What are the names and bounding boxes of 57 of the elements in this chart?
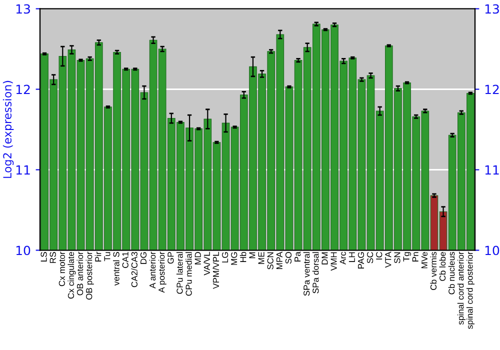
y2-tick-label: 13: [485, 4, 499, 14]
x-tick-label: Cx cingulate: [68, 252, 76, 299]
x-tick-label: SPa dorsal: [312, 252, 319, 294]
y2-tick-label: 12: [485, 84, 499, 94]
y-axis-title: Log2 (expression): [2, 80, 14, 178]
x-tick-label: CPu medial: [186, 252, 192, 296]
x-tick-label: LH: [348, 252, 355, 262]
y2-tick-label: 11: [485, 165, 499, 174]
x-tick-label: PAG: [358, 252, 364, 268]
x-tick-label: Cb vermis: [430, 252, 437, 290]
x-tick-label: spinal cord posterior: [466, 252, 474, 329]
x-tick-label: SC: [366, 252, 374, 264]
x-tick-label: DM: [322, 252, 328, 264]
x-tick-label: Cx motor: [58, 252, 65, 286]
x-tick-label: LG: [222, 252, 228, 262]
x-tick-label: VMH: [330, 252, 337, 271]
x-tick-label: SO: [285, 252, 292, 264]
x-tick-label: MG: [231, 252, 238, 265]
x-tick-label: Pir: [94, 252, 102, 262]
y-tick-label: 10: [16, 246, 30, 256]
x-tick-label: Pn: [412, 252, 418, 262]
y-tick-label: 11: [16, 165, 30, 174]
x-tick-label: MD: [194, 252, 201, 264]
x-tick-label: LS: [40, 252, 47, 262]
y2-tick-label: 10: [485, 246, 500, 256]
x-tick-label: VPM/VPL: [212, 252, 220, 289]
x-tick-label: VA/VL: [204, 252, 210, 276]
x-tick-label: spinal cord anterior: [457, 252, 466, 325]
x-tick-label: CA1: [122, 252, 128, 268]
x-tick-label: Hb: [240, 252, 246, 262]
x-tick-label: Tg: [403, 252, 412, 262]
x-tick-label: ventral S: [113, 252, 120, 286]
x-tick-label: Cb nucleus: [448, 252, 455, 294]
x-tick-label: CA2/CA3: [131, 252, 138, 288]
x-tick-label: A anterior: [149, 252, 156, 288]
x-tick-label: A posterior: [158, 252, 166, 293]
x-tick-label: SN: [394, 252, 400, 264]
x-tick-label: M: [249, 252, 256, 258]
x-tick-label: Arc: [340, 252, 346, 265]
x-tick-label: Pa: [294, 252, 301, 262]
x-tick-label: SCN: [267, 252, 274, 270]
y-tick-label: 13: [16, 4, 30, 14]
x-tick-label: OB posterior: [86, 252, 94, 300]
x-tick-label: GP: [168, 252, 174, 264]
x-tick-label: OB anterior: [76, 252, 84, 296]
x-tick-label: VTA: [385, 252, 392, 268]
x-tick-label: Cb lobe: [439, 252, 446, 281]
y-tick-label: 12: [16, 84, 30, 94]
x-tick-label: SPa ventral: [303, 252, 310, 296]
x-tick-label: IC: [376, 252, 382, 260]
x-tick-label: ME: [258, 252, 264, 264]
x-tick-label: DG: [140, 252, 147, 264]
x-tick-label: CPu lateral: [176, 252, 183, 294]
x-tick-label: RS: [50, 252, 56, 263]
x-tick-label: MVe: [421, 252, 428, 268]
x-tick-label: MPA: [276, 252, 282, 269]
x-tick-label: Tu: [104, 252, 110, 262]
